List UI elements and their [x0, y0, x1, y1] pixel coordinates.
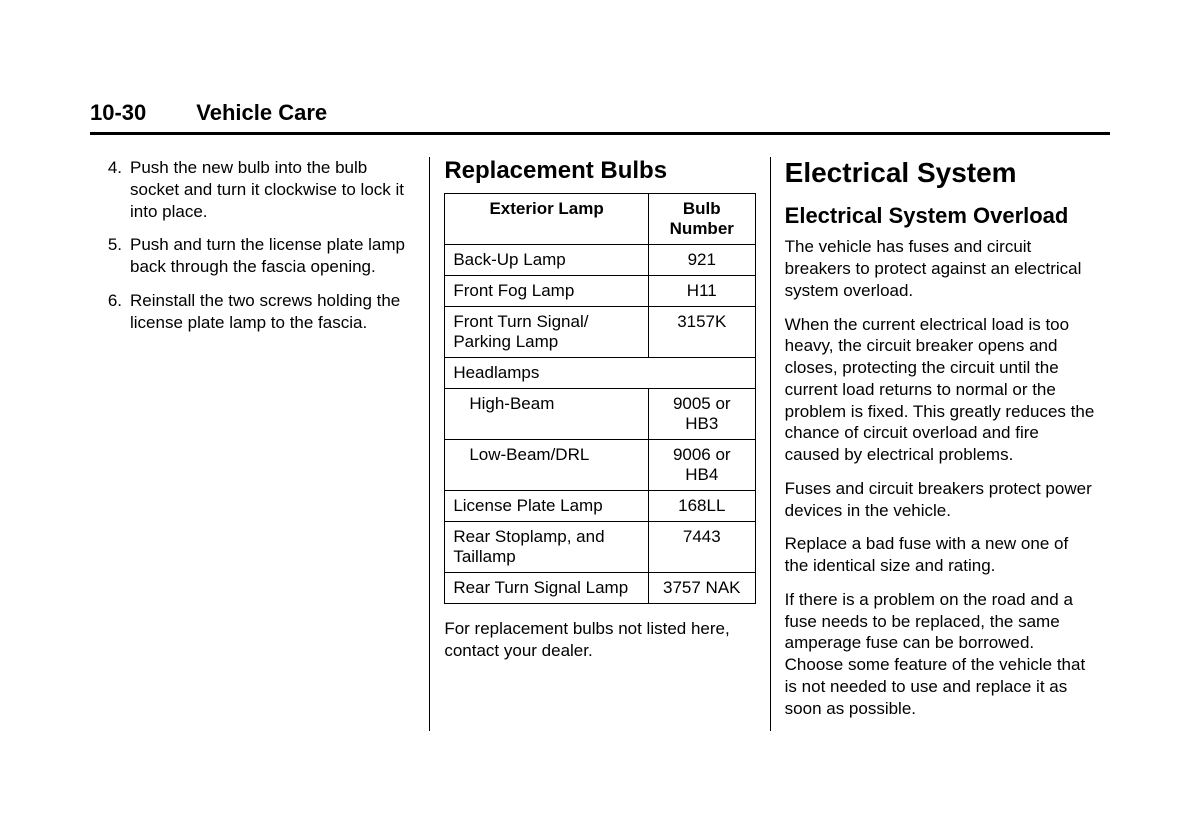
- table-cell-bulb: 7443: [648, 522, 755, 573]
- step-number: 6.: [104, 290, 130, 334]
- step-number: 5.: [104, 234, 130, 278]
- page-header: 10-30 Vehicle Care: [90, 100, 1110, 135]
- body-paragraph: Fuses and circuit breakers protect power…: [785, 478, 1096, 522]
- table-header-bulb: Bulb Number: [648, 194, 755, 245]
- step-item: 4.Push the new bulb into the bulb socket…: [104, 157, 415, 222]
- table-row: Low-Beam/DRL9006 or HB4: [445, 440, 755, 491]
- table-cell-lamp: Front Fog Lamp: [445, 276, 649, 307]
- section-heading-electrical: Electrical System: [785, 157, 1096, 189]
- table-row: Rear Stoplamp, and Taillamp7443: [445, 522, 755, 573]
- table-cell-bulb: 168LL: [648, 491, 755, 522]
- table-cell-lamp: Low-Beam/DRL: [445, 440, 649, 491]
- section-heading-bulbs: Replacement Bulbs: [444, 157, 755, 185]
- table-cell-lamp: Front Turn Signal/ Parking Lamp: [445, 307, 649, 358]
- table-row: Headlamps: [445, 358, 755, 389]
- column-1: 4.Push the new bulb into the bulb socket…: [90, 157, 429, 731]
- table-cell-bulb: 3157K: [648, 307, 755, 358]
- chapter-title: Vehicle Care: [196, 100, 327, 126]
- page-number: 10-30: [90, 100, 146, 126]
- column-2: Replacement Bulbs Exterior Lamp Bulb Num…: [429, 157, 769, 731]
- table-cell-lamp: Rear Turn Signal Lamp: [445, 573, 649, 604]
- table-cell-lamp: Rear Stoplamp, and Taillamp: [445, 522, 649, 573]
- step-number: 4.: [104, 157, 130, 222]
- column-3: Electrical System Electrical System Over…: [770, 157, 1110, 731]
- table-row: High-Beam9005 or HB3: [445, 389, 755, 440]
- bulbs-table: Exterior Lamp Bulb Number Back-Up Lamp92…: [444, 193, 755, 604]
- table-header-lamp: Exterior Lamp: [445, 194, 649, 245]
- table-cell-lamp: Headlamps: [445, 358, 755, 389]
- body-paragraph: Replace a bad fuse with a new one of the…: [785, 533, 1096, 577]
- table-row: Front Fog LampH11: [445, 276, 755, 307]
- table-row: Back-Up Lamp921: [445, 245, 755, 276]
- manual-page: 10-30 Vehicle Care 4.Push the new bulb i…: [0, 0, 1200, 771]
- table-row: Rear Turn Signal Lamp3757 NAK: [445, 573, 755, 604]
- columns: 4.Push the new bulb into the bulb socket…: [90, 157, 1110, 731]
- table-cell-lamp: High-Beam: [445, 389, 649, 440]
- step-list: 4.Push the new bulb into the bulb socket…: [104, 157, 415, 333]
- body-paragraph: The vehicle has fuses and circuit breake…: [785, 236, 1096, 301]
- body-paragraph: When the current electrical load is too …: [785, 314, 1096, 466]
- subsection-heading-overload: Electrical System Overload: [785, 203, 1096, 228]
- table-cell-bulb: 921: [648, 245, 755, 276]
- bulbs-note: For replacement bulbs not listed here, c…: [444, 618, 755, 662]
- step-item: 6.Reinstall the two screws holding the l…: [104, 290, 415, 334]
- table-row: Front Turn Signal/ Parking Lamp3157K: [445, 307, 755, 358]
- table-cell-lamp: Back-Up Lamp: [445, 245, 649, 276]
- table-cell-bulb: 9006 or HB4: [648, 440, 755, 491]
- step-text: Push and turn the license plate lamp bac…: [130, 234, 415, 278]
- table-cell-bulb: 3757 NAK: [648, 573, 755, 604]
- table-cell-bulb: H11: [648, 276, 755, 307]
- table-cell-bulb: 9005 or HB3: [648, 389, 755, 440]
- step-text: Reinstall the two screws holding the lic…: [130, 290, 415, 334]
- table-row: License Plate Lamp168LL: [445, 491, 755, 522]
- body-paragraph: If there is a problem on the road and a …: [785, 589, 1096, 720]
- table-cell-lamp: License Plate Lamp: [445, 491, 649, 522]
- step-text: Push the new bulb into the bulb socket a…: [130, 157, 415, 222]
- step-item: 5.Push and turn the license plate lamp b…: [104, 234, 415, 278]
